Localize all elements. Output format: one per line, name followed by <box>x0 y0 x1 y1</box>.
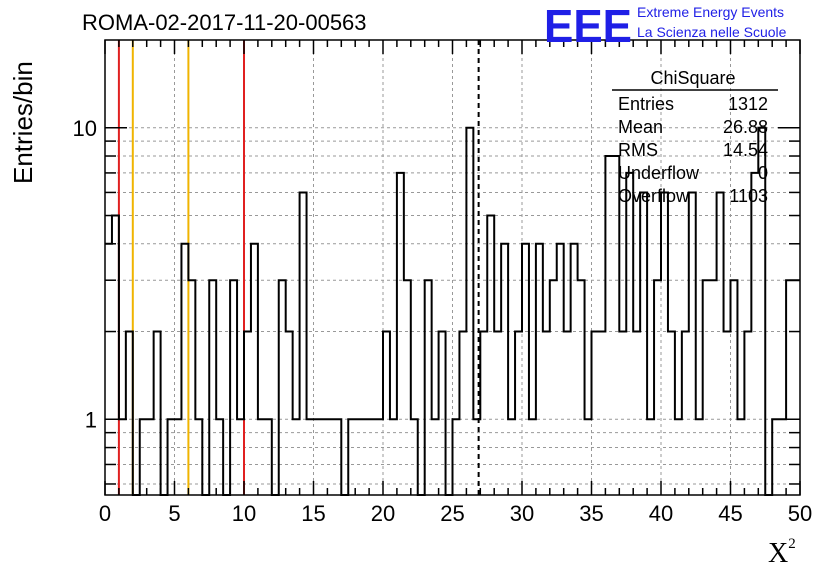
stats-label-entries: Entries <box>618 94 674 114</box>
stats-box: ChiSquare Entries 1312 Mean 26.88 RMS 14… <box>612 68 778 206</box>
stats-value-underflow: 0 <box>758 163 768 183</box>
x-tick-label: 30 <box>510 501 534 526</box>
x-axis-label: X2 <box>768 536 796 569</box>
eee-logo: EEE <box>544 2 632 46</box>
stats-value-overflow: 1103 <box>729 186 768 206</box>
x-tick-label: 25 <box>440 501 464 526</box>
eee-logo-text: EEE <box>544 2 632 46</box>
x-tick-label: 35 <box>579 501 603 526</box>
eee-tagline-1: Extreme Energy Events <box>637 4 785 20</box>
y-tick-label: 1 <box>85 407 97 432</box>
axes: 0 5 10 15 20 25 30 35 40 45 50 1 10 <box>73 39 812 526</box>
x-tick-label: 10 <box>232 501 256 526</box>
stats-value-entries: 1312 <box>728 94 768 114</box>
x-tick-label: 45 <box>718 501 742 526</box>
y-tick-label: 10 <box>73 116 97 141</box>
chart-title: ROMA-02-2017-11-20-00563 <box>82 10 367 35</box>
stats-label-overflow: Overflow <box>618 186 690 206</box>
histogram-outline <box>105 126 800 496</box>
y-axis-label: Entries/bin <box>8 61 38 184</box>
stats-title: ChiSquare <box>650 68 735 88</box>
x-tick-label: 40 <box>649 501 673 526</box>
histogram <box>105 126 800 496</box>
stats-label-rms: RMS <box>618 140 658 160</box>
stats-value-mean: 26.88 <box>723 117 768 137</box>
x-tick-label: 15 <box>301 501 325 526</box>
eee-tagline-2: La Scienza nelle Scuole <box>637 24 787 40</box>
x-tick-label: 0 <box>99 501 111 526</box>
stats-label-mean: Mean <box>618 117 663 137</box>
x-tick-label: 50 <box>788 501 812 526</box>
stats-value-rms: 14.54 <box>723 140 768 160</box>
x-tick-label: 5 <box>168 501 180 526</box>
stats-label-underflow: Underflow <box>618 163 700 183</box>
x-tick-label: 20 <box>371 501 395 526</box>
